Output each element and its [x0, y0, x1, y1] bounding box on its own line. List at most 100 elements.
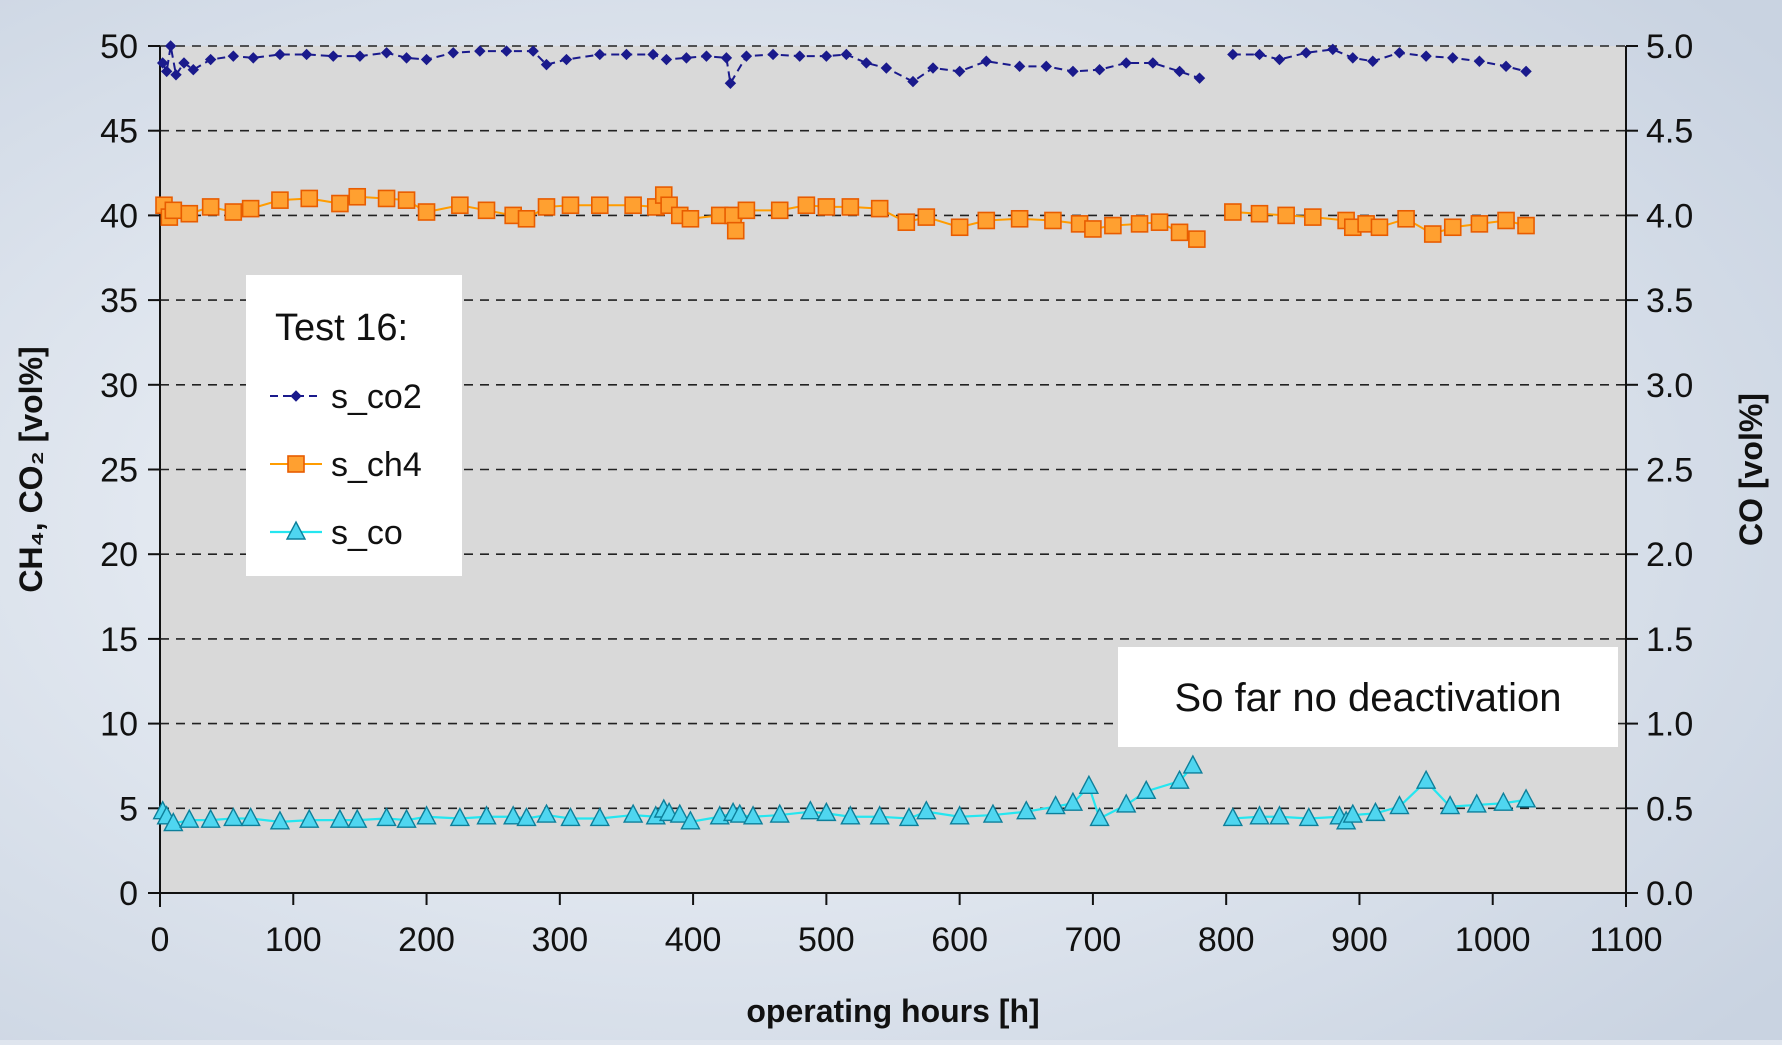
data-point-s_co2: [1120, 57, 1132, 69]
data-point-s_co: [299, 808, 320, 828]
data-point-s_co2: [794, 50, 806, 62]
data-point-s_co: [1389, 795, 1410, 815]
legend-label-s_ch4: s_ch4: [331, 446, 422, 484]
tick-labels: 0 100 200 300 400 500 600 700 800 900 1000 1100 0 5 10…: [100, 28, 1693, 959]
data-point-s_co: [669, 803, 690, 823]
data-point-s_co: [223, 806, 244, 827]
data-point-s_ch4: [770, 201, 789, 220]
y-tick-label-right: 1.5: [1646, 621, 1693, 659]
data-point-s_co: [1466, 793, 1487, 813]
data-point-s_co: [898, 806, 920, 827]
data-point-s_co2: [767, 48, 779, 61]
data-point-s_co: [179, 808, 200, 828]
data-point-s_co: [1493, 791, 1514, 811]
data-point-s_co2: [187, 64, 200, 76]
x-tick-label: 100: [265, 921, 322, 959]
data-point-s_co2: [227, 50, 240, 62]
data-point-s_co2: [1420, 50, 1432, 62]
data-point-s_co: [1342, 803, 1363, 823]
data-point-s_co2: [647, 48, 659, 61]
data-point-s_ch4: [477, 201, 496, 220]
data-point-s_co: [816, 801, 837, 822]
data-point-s_co2: [164, 40, 177, 52]
data-point-s_ch4: [977, 211, 996, 230]
data-point-s_co: [1062, 791, 1084, 811]
y-tick-label-left: 10: [100, 706, 138, 744]
series-s_co2: [156, 40, 1532, 89]
data-point-s_ch4: [726, 221, 745, 240]
legend-label-s_co: s_co: [331, 514, 403, 552]
legend-marker-s_co2: [290, 390, 302, 402]
data-point-s_co2: [1393, 47, 1406, 59]
data-point-s_co2: [1040, 60, 1052, 73]
data-point-s_co: [1249, 805, 1270, 825]
data-point-s_co: [1045, 795, 1066, 815]
data-point-s_co2: [1147, 57, 1159, 69]
data-point-s_co2: [1253, 48, 1266, 61]
data-point-s_ch4: [561, 196, 580, 215]
data-point-s_ch4: [1188, 230, 1206, 248]
data-point-s_co: [536, 803, 557, 823]
data-point-s_co2: [700, 50, 713, 62]
data-point-s_co2: [953, 65, 966, 78]
data-point-s_co2: [620, 48, 633, 61]
data-point-s_co: [982, 803, 1004, 823]
data-point-s_ch4: [331, 194, 349, 213]
data-point-s_ch4: [300, 189, 319, 208]
data-point-s_co: [416, 805, 437, 825]
data-point-s_co2: [927, 62, 939, 74]
data-point-s_co: [622, 803, 644, 823]
data-point-s_ch4: [817, 198, 836, 216]
data-point-s_co2: [500, 45, 513, 57]
data-point-s_co: [742, 805, 764, 825]
y-tick-label-right: 3.5: [1646, 282, 1693, 320]
data-point-s_ch4: [537, 198, 556, 216]
data-point-s_co2: [474, 45, 486, 57]
legend: Test 16: s_co2 s_ch4 s_co: [246, 275, 462, 576]
data-point-s_co2: [420, 53, 433, 66]
data-point-s_ch4: [1044, 211, 1062, 230]
y-tick-label-left: 15: [100, 621, 138, 659]
data-point-s_co: [769, 803, 790, 823]
data-point-s_co: [680, 810, 701, 830]
data-point-s_ch4: [1443, 218, 1462, 237]
data-point-s_co: [347, 808, 368, 828]
data-point-s_ch4: [1170, 223, 1189, 242]
annotation-text: So far no deactivation: [1175, 676, 1562, 720]
data-point-s_co: [1439, 795, 1461, 815]
data-point-s_ch4: [897, 213, 916, 231]
y-axis-label-left: CH₄, CO₂ [vol%]: [13, 346, 49, 592]
data-point-s_ch4: [1084, 220, 1102, 238]
data-point-s_co: [269, 810, 291, 830]
data-point-s_ch4: [348, 187, 367, 206]
data-point-s_co2: [447, 47, 459, 59]
data-point-s_ch4: [590, 196, 609, 215]
data-point-s_ch4: [164, 201, 183, 220]
data-point-s_co: [516, 806, 537, 827]
data-point-s_ch4: [451, 196, 469, 215]
data-point-s_co: [916, 800, 937, 820]
data-point-s_co2: [820, 50, 833, 62]
data-point-s_co2: [1367, 55, 1379, 67]
data-point-s_co: [1169, 769, 1190, 789]
data-point-s_ch4: [1104, 216, 1122, 235]
data-point-s_co: [729, 803, 750, 823]
data-point-s_ch4: [180, 204, 199, 223]
y-tick-label-right: 0.0: [1646, 875, 1693, 913]
data-point-s_co2: [1500, 60, 1512, 73]
x-tick-label: 600: [931, 921, 988, 959]
data-point-s_ch4: [1304, 208, 1322, 226]
data-point-s_co: [1089, 806, 1110, 827]
data-point-s_co2: [1273, 53, 1286, 66]
data-point-s_co2: [660, 53, 673, 66]
y-tick-label-left: 30: [100, 367, 138, 405]
data-point-s_ch4: [517, 209, 536, 228]
data-point-s_ch4: [1470, 215, 1489, 233]
data-point-s_co2: [1067, 65, 1079, 78]
data-point-s_ch4: [1497, 211, 1515, 230]
legend-marker-s_ch4: [287, 455, 305, 473]
annotation-box: [1118, 647, 1618, 747]
data-point-s_co: [1136, 779, 1157, 800]
data-point-s_ch4: [397, 191, 416, 209]
